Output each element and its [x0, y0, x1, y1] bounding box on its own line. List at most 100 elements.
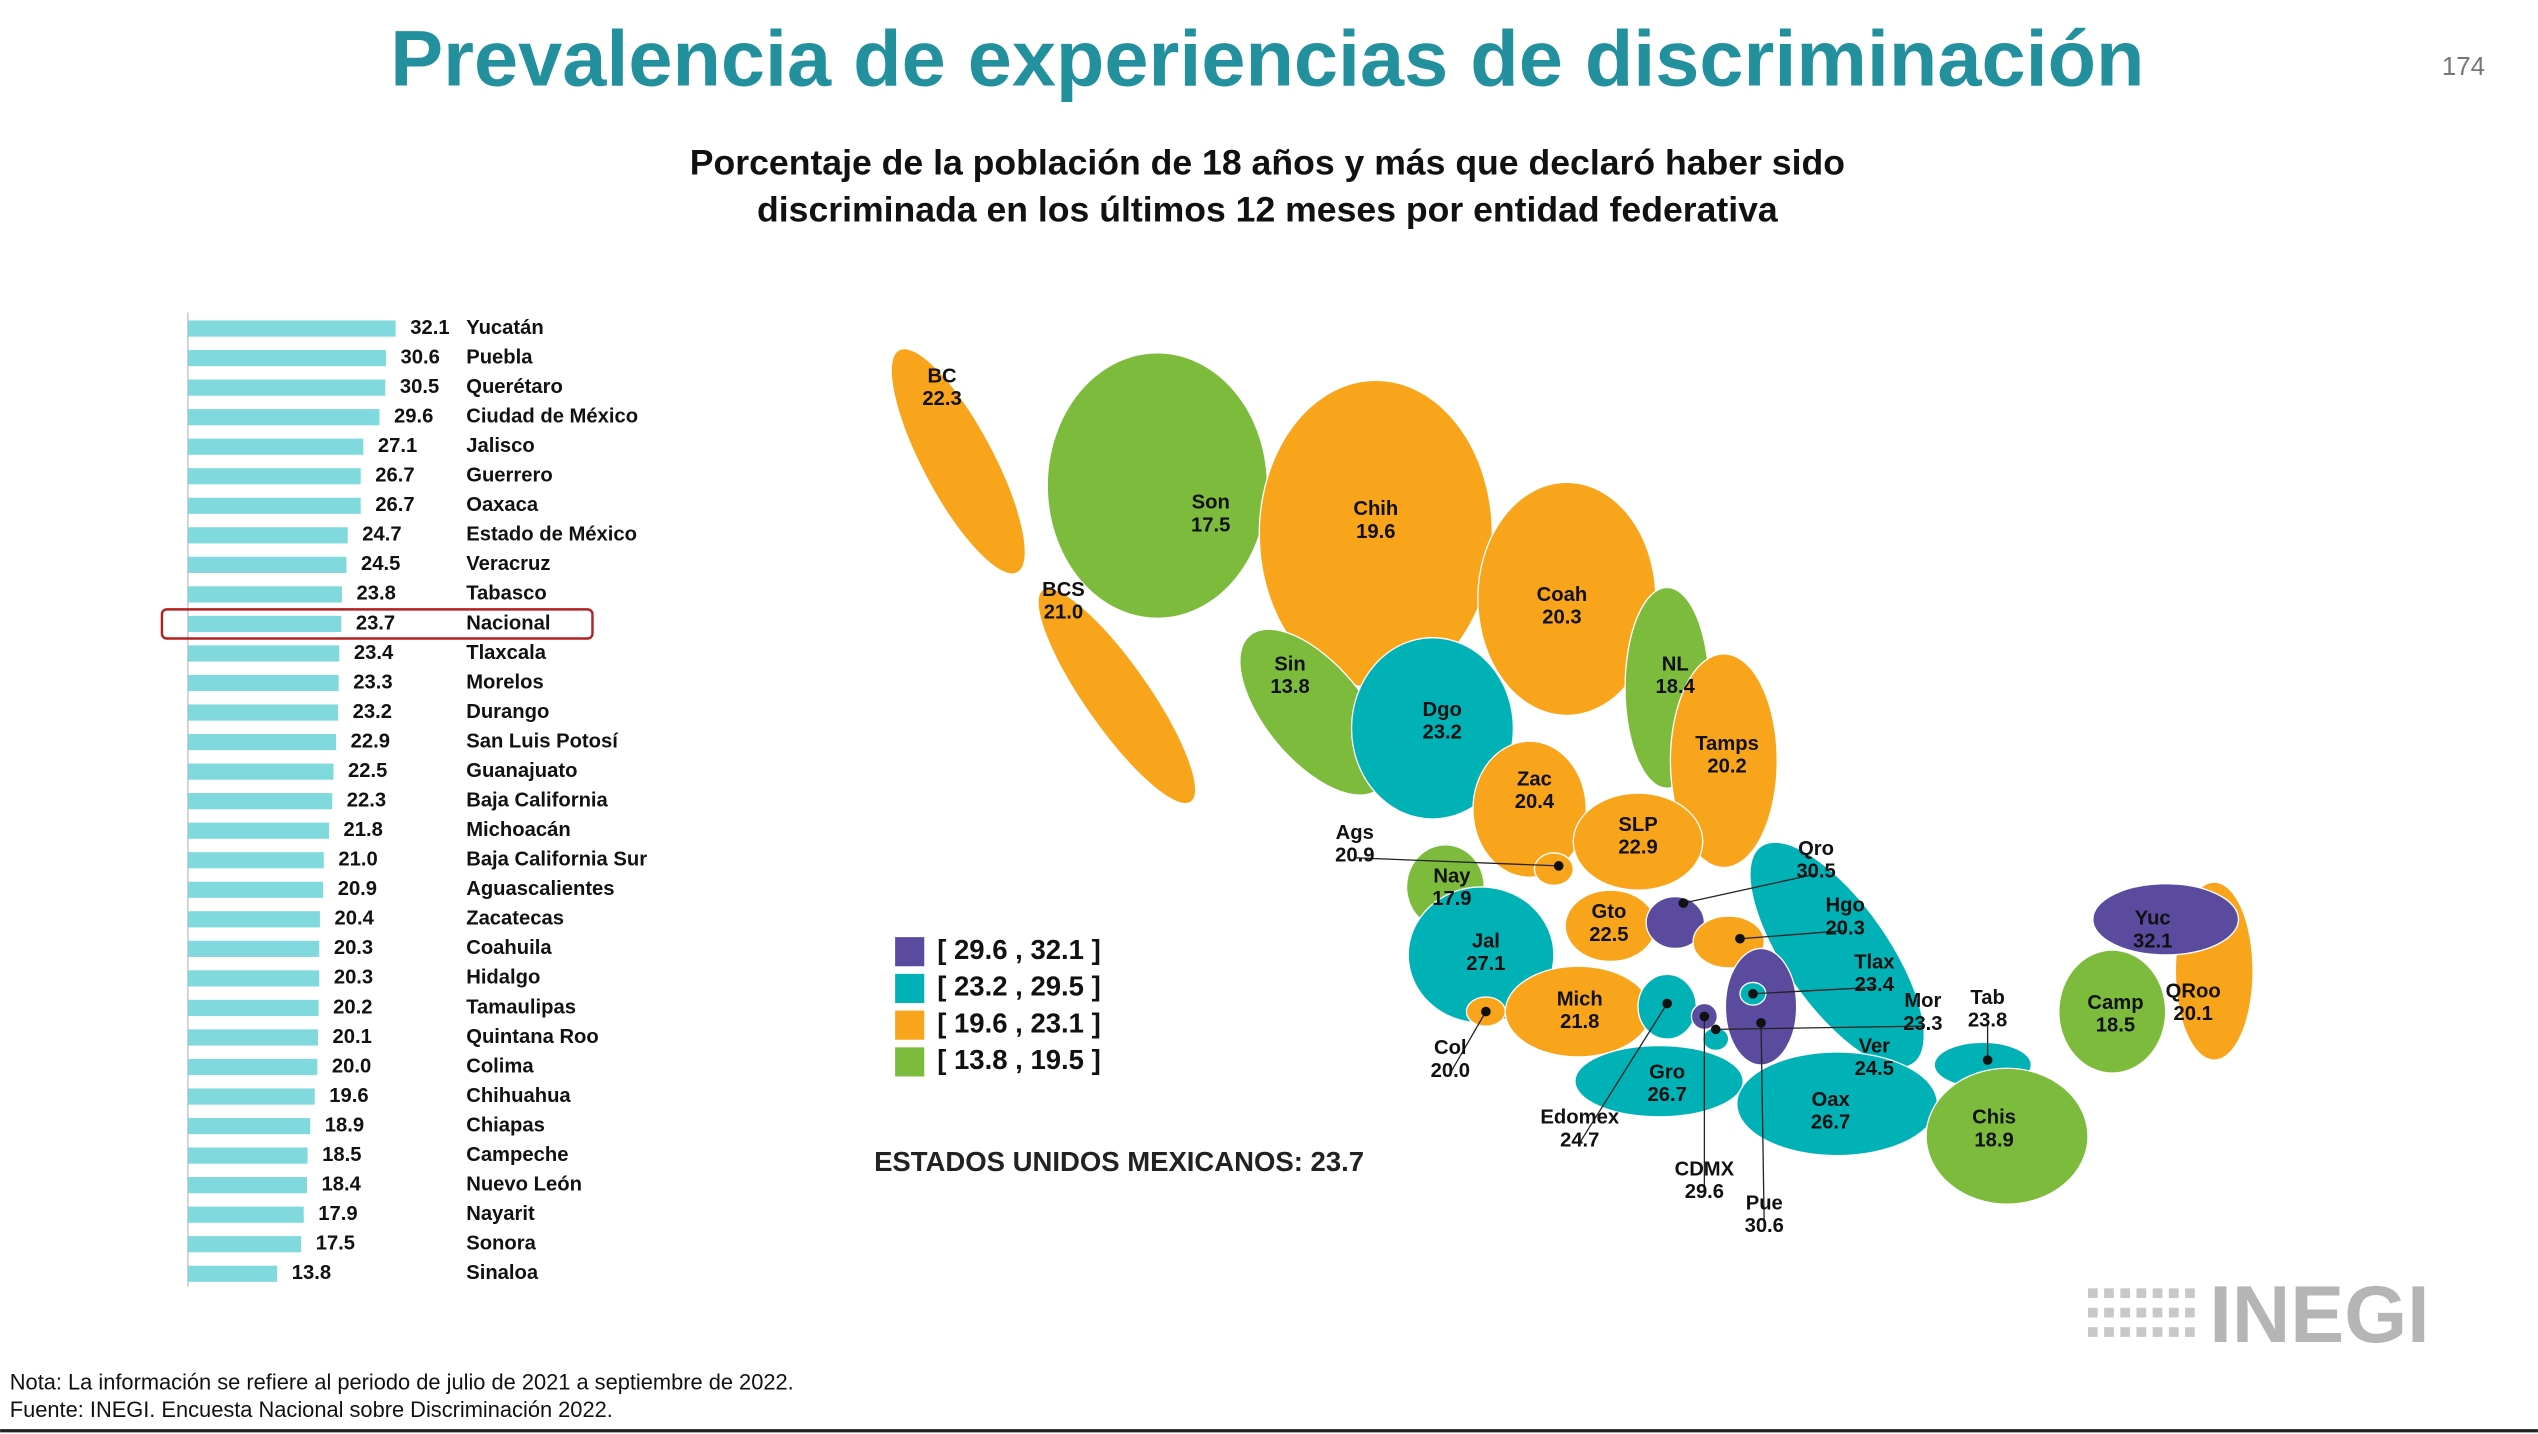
leader-line: [1354, 857, 1559, 867]
state-abbr: Sin: [1274, 654, 1305, 676]
bar: [187, 1236, 302, 1253]
state-abbr: Chih: [1353, 498, 1398, 520]
state-abbr: Tamps: [1695, 733, 1759, 755]
state-shape: [2092, 883, 2240, 956]
leader-line: [1760, 1022, 1765, 1229]
category-label: Michoacán: [466, 819, 570, 841]
bar: [187, 1117, 311, 1135]
state-abbr: Ver: [1859, 1036, 1891, 1058]
state-dot: [1756, 1018, 1766, 1028]
leader-line: [1715, 1025, 1923, 1031]
subtitle: Porcentaje de la población de 18 años y …: [690, 142, 1845, 182]
category-label: Baja California: [466, 790, 608, 812]
bar: [187, 881, 324, 898]
state-value: 24.7: [1560, 1129, 1599, 1151]
leader-line: [1683, 873, 1817, 904]
category-label: Chihuahua: [466, 1085, 571, 1107]
value-label: 23.3: [353, 671, 392, 693]
value-label: 29.6: [394, 406, 433, 428]
category-label: Sonora: [466, 1233, 536, 1255]
category-label: Jalisco: [466, 435, 535, 457]
value-label: 30.6: [401, 346, 440, 368]
state-value: 18.9: [1974, 1129, 2013, 1151]
source: Fuente: INEGI. Encuesta Nacional sobre D…: [10, 1397, 613, 1422]
bar: [187, 586, 342, 603]
legend-swatch: [895, 937, 925, 967]
category-label: Chiapas: [466, 1114, 545, 1136]
state-value: 17.5: [1191, 514, 1230, 536]
category-label: Ciudad de México: [466, 406, 638, 428]
value-label: 26.7: [375, 465, 414, 487]
legend-label: [ 29.6 , 32.1 ]: [937, 934, 1101, 965]
category-label: Nacional: [466, 612, 550, 634]
bar: [187, 497, 361, 514]
bar: [187, 1265, 278, 1282]
category-label: Querétaro: [466, 376, 563, 398]
category-label: Estado de México: [466, 524, 637, 546]
state-value: 22.5: [1589, 924, 1628, 946]
state-shape: [1669, 653, 1778, 869]
state-shape: [1574, 1044, 1744, 1118]
state-dot: [1481, 1006, 1491, 1017]
value-label: 27.1: [378, 435, 417, 457]
value-label: 32.1: [410, 317, 449, 339]
value-label: 23.8: [356, 583, 395, 605]
value-label: 20.9: [338, 878, 377, 900]
state-abbr: Chis: [1972, 1107, 2016, 1129]
logo-text: INEGI: [2209, 1270, 2429, 1360]
state-abbr: NL: [1662, 654, 1689, 676]
legend-swatch: [895, 973, 925, 1003]
category-label: Quintana Roo: [466, 1026, 599, 1048]
value-label: 26.7: [375, 494, 414, 516]
state-shape: [1472, 740, 1587, 878]
state-dot: [1710, 1024, 1721, 1035]
value-label: 19.6: [329, 1085, 368, 1107]
leader-line: [1752, 986, 1875, 995]
state-abbr: Jal: [1472, 930, 1500, 952]
state-value: 20.1: [2173, 1003, 2212, 1025]
state-dot: [1553, 861, 1564, 871]
state-abbr: Dgo: [1423, 699, 1462, 721]
state-shape: [2058, 949, 2167, 1074]
state-value: 21.0: [1044, 602, 1083, 624]
value-label: 20.4: [334, 908, 374, 930]
value-label: 18.5: [322, 1144, 361, 1166]
category-label: Baja California Sur: [466, 849, 647, 871]
category-label: Puebla: [466, 346, 533, 368]
bar: [187, 556, 347, 573]
value-label: 30.5: [400, 376, 439, 398]
state-value: 27.1: [1466, 953, 1505, 975]
bar: [187, 674, 339, 692]
state-value: 23.4: [1855, 974, 1895, 996]
value-label: 21.0: [338, 849, 377, 871]
state-value: 20.0: [1431, 1060, 1470, 1082]
bar: [187, 911, 320, 928]
state-value: 19.6: [1356, 521, 1395, 543]
legend-label: [ 23.2 , 29.5 ]: [937, 971, 1101, 1002]
state-value: 22.3: [922, 388, 961, 410]
bar-chart: 32.1 Yucatán 30.6 Puebla 30.5 Querétaro 29.6 Ci…: [160, 312, 647, 1287]
state-dot: [1748, 988, 1758, 999]
category-label: Morelos: [466, 671, 544, 693]
legend-swatch: [895, 1047, 925, 1077]
state-abbr: BCS: [1042, 579, 1085, 601]
legend-label: [ 13.8 , 19.5 ]: [937, 1044, 1101, 1075]
value-label: 22.9: [351, 730, 390, 752]
page-number: 174: [2442, 53, 2485, 81]
category-label: Campeche: [466, 1144, 568, 1166]
bar: [187, 970, 320, 987]
legend-swatch: [895, 1010, 925, 1040]
value-label: 20.2: [333, 996, 372, 1018]
bar: [187, 1177, 307, 1194]
value-label: 22.3: [347, 790, 386, 812]
bar: [187, 615, 342, 633]
state-dot: [1678, 898, 1689, 908]
category-label: San Luis Potosí: [466, 730, 619, 752]
category-label: Yucatán: [466, 317, 544, 339]
state-abbr: Col: [1434, 1037, 1467, 1059]
value-label: 20.1: [333, 1026, 372, 1048]
state-abbr: Camp: [2087, 992, 2143, 1014]
value-label: 20.3: [334, 937, 373, 959]
bar: [187, 733, 337, 751]
